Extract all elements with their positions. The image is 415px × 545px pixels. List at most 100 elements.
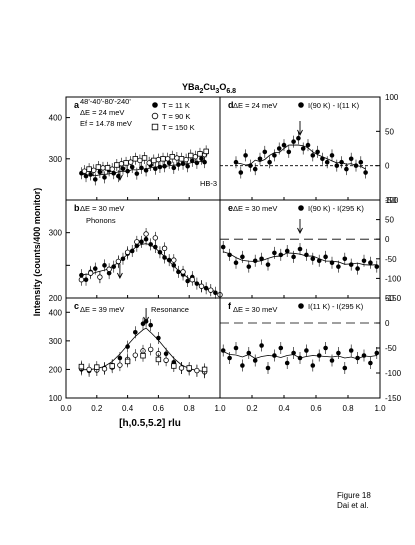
data-point: [374, 350, 380, 356]
series-f-0: [220, 339, 380, 374]
data-point: [95, 164, 102, 170]
data-point: [156, 335, 161, 341]
y-tick-label: 200: [49, 365, 63, 374]
data-point: [194, 160, 200, 166]
data-point: [192, 154, 199, 160]
figure-caption: Figure 18 Dai et al.: [337, 491, 371, 511]
data-point: [178, 365, 185, 371]
data-point: [213, 290, 218, 296]
data-point: [87, 270, 94, 276]
data-point: [86, 366, 92, 373]
data-point: [315, 149, 320, 155]
data-point: [97, 274, 103, 280]
data-point: [169, 154, 175, 160]
data-point: [185, 163, 190, 169]
data-point: [227, 355, 232, 361]
y-tick-label: -100: [385, 274, 402, 283]
y-tick-label: 0: [385, 162, 390, 171]
data-point: [115, 258, 122, 265]
data-point: [153, 244, 158, 250]
data-point: [178, 156, 185, 162]
series-c-2: [78, 349, 208, 376]
panel-b-letter: b: [74, 203, 80, 213]
data-point: [361, 258, 367, 264]
y-tick-label: 100: [385, 196, 399, 205]
data-point: [348, 348, 354, 353]
data-point: [123, 160, 129, 166]
data-point: [157, 164, 163, 170]
data-point: [147, 346, 154, 353]
data-point: [140, 353, 146, 359]
y-tick-label: 300: [49, 337, 63, 346]
data-point: [166, 257, 172, 263]
annotation: Ef = 14.78 meV: [80, 119, 132, 128]
data-point: [272, 353, 277, 358]
y-tick-label: 50: [385, 216, 394, 225]
panel-f: f -150 -100 -50 0 50 ΔE = 30 meV I(11 K) - I(29…: [219, 294, 402, 403]
data-point: [243, 153, 248, 158]
x-tick-label: 0.4: [122, 404, 134, 413]
data-point: [252, 258, 258, 264]
data-point: [336, 350, 341, 356]
data-point: [92, 266, 98, 271]
data-point: [166, 160, 172, 166]
y-tick-label: -100: [385, 369, 402, 378]
data-point: [296, 135, 301, 141]
data-point: [151, 157, 157, 164]
y-tick-label: 100: [385, 93, 399, 102]
data-point: [120, 166, 126, 171]
x-tick-label: 0.8: [184, 404, 196, 413]
series-a-2: [86, 145, 209, 176]
legend-label: T = 150 K: [162, 123, 195, 132]
data-point: [286, 149, 292, 155]
data-point: [252, 166, 258, 172]
data-point: [83, 173, 89, 179]
data-point: [118, 161, 125, 167]
data-point: [81, 168, 88, 174]
data-point: [78, 363, 85, 370]
data-point: [320, 156, 325, 162]
data-point: [183, 156, 189, 163]
data-point: [109, 363, 115, 369]
y-tick-label: 400: [49, 308, 63, 317]
data-point: [117, 362, 123, 368]
data-point: [355, 355, 360, 361]
x-tick-label: 0.6: [153, 404, 165, 413]
data-point: [134, 239, 140, 245]
data-point: [334, 163, 340, 168]
data-point: [199, 156, 204, 162]
y-tick-label: 50: [385, 294, 394, 303]
data-point: [297, 246, 303, 252]
data-point: [259, 343, 264, 348]
data-point: [291, 139, 296, 144]
data-point: [336, 264, 341, 269]
panel-c: c 100 200 300 400 ΔE = 39 meV Resonance: [49, 297, 221, 403]
data-point: [109, 166, 115, 172]
data-point: [323, 345, 328, 351]
data-point: [152, 235, 159, 241]
data-point: [267, 159, 272, 165]
data-point: [259, 256, 264, 262]
data-point: [240, 254, 245, 260]
data-point: [265, 262, 271, 267]
data-point: [106, 266, 112, 272]
panel-d-letter: d: [228, 100, 234, 110]
legend-label: I(90 K) - I(11 K): [308, 101, 360, 110]
data-point: [174, 155, 180, 161]
arrow-head: [297, 129, 303, 137]
data-point: [329, 358, 335, 363]
x-tick-label: 0.8: [342, 404, 354, 413]
y-tick-label: -50: [385, 196, 397, 205]
arrow-head: [116, 272, 123, 280]
data-point: [148, 322, 153, 328]
annotation: ΔE = 24 meV: [233, 101, 277, 110]
data-point: [233, 260, 239, 266]
data-point: [202, 159, 207, 165]
data-point: [143, 168, 149, 173]
panel-b: b 200 300 ΔE = 30 meV Phonons: [49, 199, 223, 303]
data-point: [194, 281, 200, 286]
y-axis-label: Intensity (counts/400 monitor): [32, 188, 42, 317]
data-point: [143, 231, 149, 237]
x-tick-label: 0.6: [310, 404, 322, 413]
data-point: [155, 156, 162, 163]
